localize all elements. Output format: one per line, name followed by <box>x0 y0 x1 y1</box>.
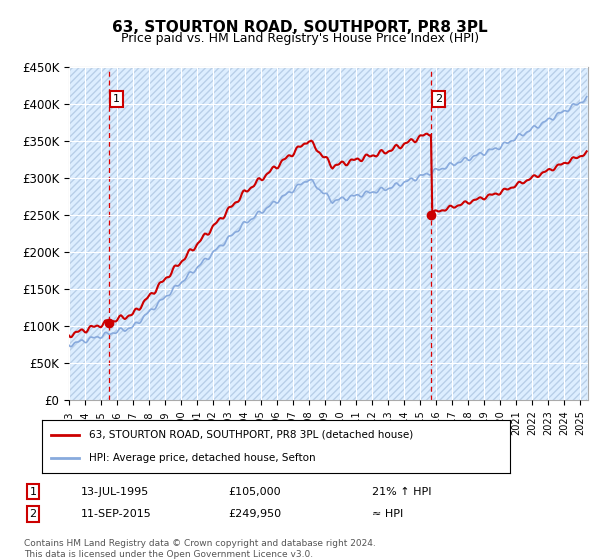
Text: 2: 2 <box>29 509 37 519</box>
Text: 63, STOURTON ROAD, SOUTHPORT, PR8 3PL (detached house): 63, STOURTON ROAD, SOUTHPORT, PR8 3PL (d… <box>89 430 413 440</box>
Text: 1: 1 <box>113 94 120 104</box>
Text: £249,950: £249,950 <box>228 509 281 519</box>
Text: Contains HM Land Registry data © Crown copyright and database right 2024.: Contains HM Land Registry data © Crown c… <box>24 539 376 548</box>
Text: 11-SEP-2015: 11-SEP-2015 <box>81 509 152 519</box>
Text: 63, STOURTON ROAD, SOUTHPORT, PR8 3PL: 63, STOURTON ROAD, SOUTHPORT, PR8 3PL <box>112 20 488 35</box>
Text: ≈ HPI: ≈ HPI <box>372 509 403 519</box>
Text: £105,000: £105,000 <box>228 487 281 497</box>
Text: 2: 2 <box>435 94 442 104</box>
Text: Price paid vs. HM Land Registry's House Price Index (HPI): Price paid vs. HM Land Registry's House … <box>121 32 479 45</box>
Text: HPI: Average price, detached house, Sefton: HPI: Average price, detached house, Seft… <box>89 453 316 463</box>
Text: 13-JUL-1995: 13-JUL-1995 <box>81 487 149 497</box>
Text: This data is licensed under the Open Government Licence v3.0.: This data is licensed under the Open Gov… <box>24 550 313 559</box>
Text: 21% ↑ HPI: 21% ↑ HPI <box>372 487 431 497</box>
Text: 1: 1 <box>29 487 37 497</box>
